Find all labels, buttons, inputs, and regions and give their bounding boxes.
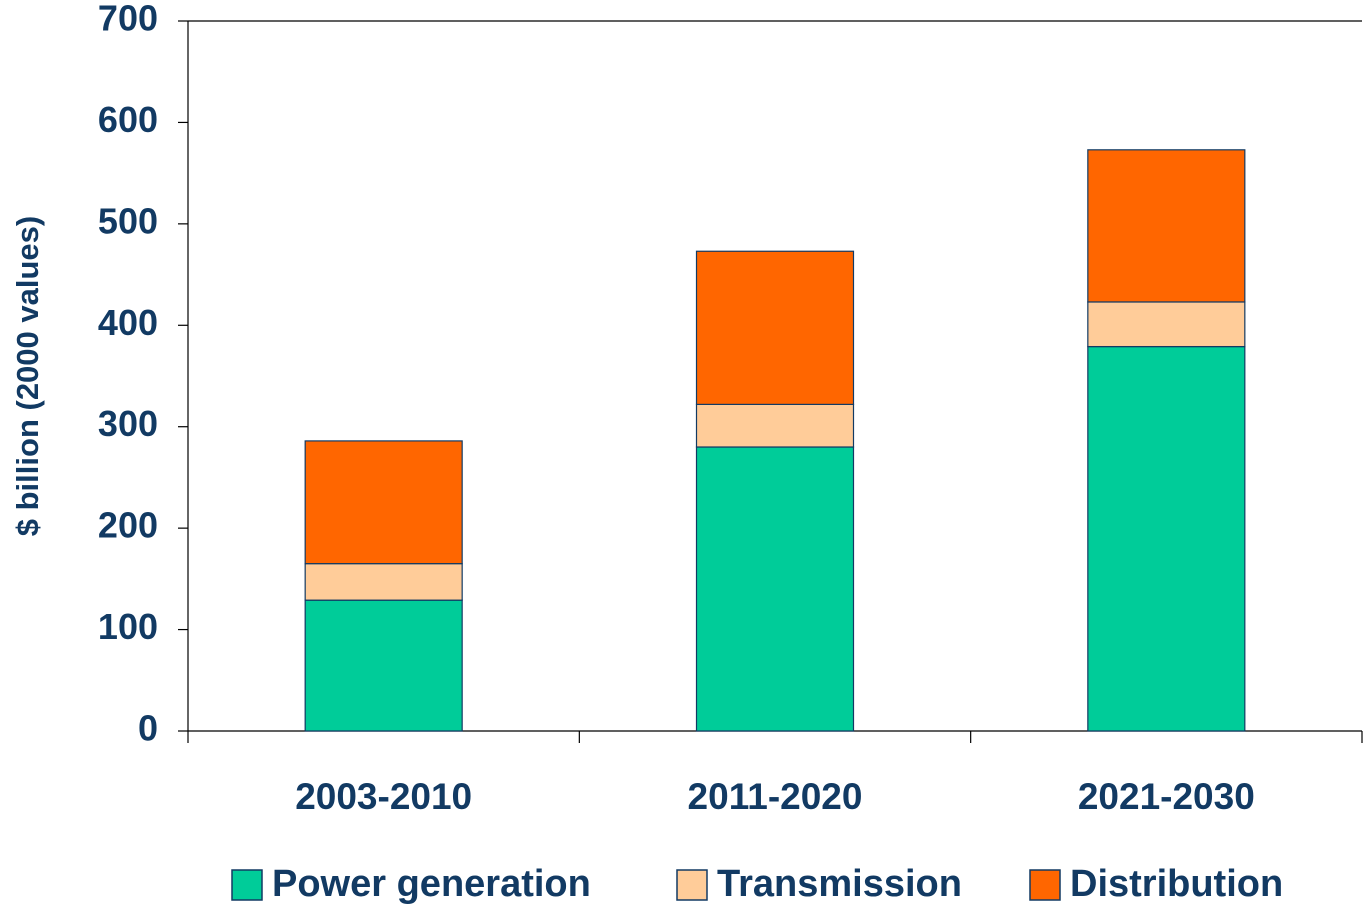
- y-tick-label: 300: [98, 403, 158, 444]
- legend-label: Power generation: [272, 863, 591, 905]
- legend-swatch: [676, 869, 708, 901]
- y-tick-label: 400: [98, 302, 158, 343]
- y-tick-label: 500: [98, 200, 158, 241]
- y-tick-label: 700: [98, 0, 158, 39]
- bar-segment: [695, 403, 855, 448]
- legend-swatch: [1029, 869, 1061, 901]
- x-tick-label: 2003-2010: [295, 776, 472, 817]
- bar-segment: [304, 440, 463, 565]
- bar-segment: [304, 599, 463, 732]
- bar-segment: [695, 446, 855, 732]
- legend-label: Transmission: [717, 863, 962, 905]
- y-tick-label: 200: [98, 505, 158, 546]
- y-tick-label: 100: [98, 606, 158, 647]
- bar-segment: [695, 250, 855, 406]
- bar-segment: [1087, 345, 1246, 732]
- x-tick-label: 2011-2020: [688, 776, 863, 817]
- x-tick-label: 2021-2030: [1078, 776, 1255, 817]
- bar-segment: [1087, 149, 1246, 303]
- y-tick-label: 600: [98, 99, 158, 140]
- bar-segment: [1087, 301, 1246, 348]
- y-axis-label: $ billion (2000 values): [10, 216, 45, 536]
- legend-swatch: [231, 869, 263, 901]
- bar-segment: [304, 563, 463, 601]
- y-tick-label: 0: [138, 708, 158, 749]
- legend-label: Distribution: [1070, 863, 1283, 905]
